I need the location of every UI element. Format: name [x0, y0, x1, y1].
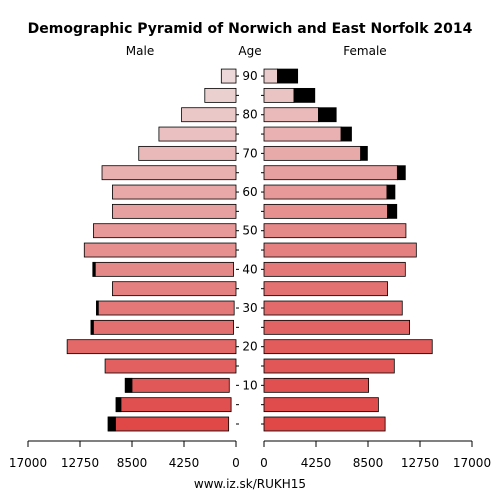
female-bar-15	[263, 358, 395, 374]
male-excess-0	[107, 416, 116, 432]
male-bar-85	[204, 87, 237, 103]
male-bar-90	[220, 68, 237, 84]
female-excess-65	[396, 165, 406, 181]
male-bar-60	[112, 184, 237, 200]
male-bar-50	[93, 223, 237, 239]
female-x-tick-label: 12750	[401, 456, 439, 470]
age-tick-label: 20	[242, 340, 257, 354]
female-bar-40	[263, 261, 406, 277]
age-tick-label: 60	[242, 185, 257, 199]
male-bar-20	[66, 339, 237, 355]
age-label: Age	[238, 44, 261, 58]
male-excess-30	[96, 300, 99, 316]
male-bar-55	[112, 203, 237, 219]
male-excess-10	[124, 377, 133, 393]
male-x-tick-label: 12750	[61, 456, 99, 470]
age-tick-label: 10	[242, 378, 257, 392]
female-bar-90	[263, 68, 278, 84]
female-bar-70	[263, 145, 362, 161]
female-excess-85	[293, 87, 316, 103]
female-x-tick-label: 0	[260, 456, 268, 470]
age-tick-label: 70	[242, 146, 257, 160]
female-bar-20	[263, 339, 433, 355]
male-bar-45	[83, 242, 237, 258]
female-bar-55	[263, 203, 388, 219]
female-bar-5	[263, 397, 379, 413]
female-excess-90	[277, 68, 299, 84]
female-bar-75	[263, 126, 342, 142]
female-bar-60	[263, 184, 388, 200]
female-bar-0	[263, 416, 386, 432]
male-excess-5	[115, 397, 122, 413]
age-tick-label: 40	[242, 262, 257, 276]
male-x-tick-label: 8500	[117, 456, 148, 470]
male-bar-30	[96, 300, 235, 316]
age-tick-label: 90	[242, 69, 257, 83]
female-bar-35	[263, 281, 388, 297]
female-excess-55	[387, 203, 398, 219]
female-label: Female	[343, 44, 386, 58]
male-excess-40	[92, 261, 96, 277]
female-bar-65	[263, 165, 398, 181]
bars-group	[66, 68, 433, 432]
male-bar-0	[107, 416, 230, 432]
male-excess-25	[90, 319, 94, 335]
female-bar-50	[263, 223, 407, 239]
female-bar-80	[263, 107, 319, 123]
female-bar-85	[263, 87, 295, 103]
female-bar-25	[263, 319, 411, 335]
male-x-tick-label: 4250	[169, 456, 200, 470]
male-bar-25	[90, 319, 234, 335]
male-bar-5	[115, 397, 232, 413]
female-excess-75	[340, 126, 352, 142]
male-bar-65	[101, 165, 237, 181]
source-label: www.iz.sk/RUKH15	[194, 477, 306, 491]
female-x-tick-label: 8500	[353, 456, 384, 470]
female-excess-80	[318, 107, 337, 123]
female-bar-10	[263, 377, 370, 393]
female-x-tick-label: 4250	[301, 456, 332, 470]
female-excess-70	[360, 145, 368, 161]
male-x-tick-label: 17000	[9, 456, 47, 470]
male-bar-35	[112, 281, 237, 297]
male-bar-70	[138, 145, 237, 161]
age-tick-label: 30	[242, 301, 257, 315]
chart-title: Demographic Pyramid of Norwich and East …	[28, 21, 473, 37]
male-label: Male	[126, 44, 154, 58]
axes-group: 10 20 30 40 50 60 70 80 90 17000 12750 8500 4250 0 0 42…	[9, 69, 491, 470]
female-bar-30	[263, 300, 403, 316]
age-tick-label: 80	[242, 108, 257, 122]
female-bar-45	[263, 242, 417, 258]
female-x-tick-label: 17000	[453, 456, 491, 470]
male-bar-40	[92, 261, 234, 277]
male-bar-80	[181, 107, 237, 123]
age-tick-label: 50	[242, 224, 257, 238]
male-x-tick-label: 0	[232, 456, 240, 470]
male-bar-15	[104, 358, 237, 374]
female-excess-60	[386, 184, 396, 200]
male-bar-75	[158, 126, 237, 142]
male-bar-10	[124, 377, 230, 393]
